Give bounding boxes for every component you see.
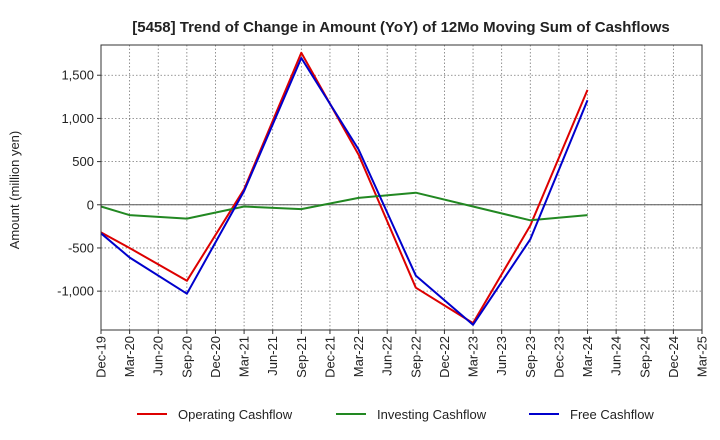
x-tick-label: Mar-22 [351, 336, 366, 377]
x-tick-label: Dec-21 [322, 336, 337, 378]
plot-frame [100, 44, 703, 331]
y-ticks: -1,000 -500 0 500 1,000 1,500 [57, 68, 101, 299]
x-tick-label: Sep-20 [179, 336, 194, 378]
free-cashflow-legend-label: Free Cashflow [570, 407, 654, 422]
y-tick-label: 500 [72, 154, 94, 169]
x-tick-label: Jun-22 [380, 336, 395, 376]
x-tick-label: Sep-21 [294, 336, 309, 378]
x-tick-label: Dec-22 [437, 336, 452, 378]
investing-cashflow-legend-label: Investing Cashflow [377, 407, 487, 422]
x-tick-label: Sep-24 [637, 336, 652, 378]
x-tick-label: Mar-24 [580, 336, 595, 377]
investing-cashflow-line [100, 191, 588, 222]
x-tick-label: Jun-23 [494, 336, 509, 376]
x-tick-label: Dec-20 [208, 336, 223, 378]
x-tick-label: Mar-23 [466, 336, 481, 377]
x-tick-label: Sep-22 [408, 336, 423, 378]
x-tick-label: Dec-23 [551, 336, 566, 378]
x-tick-label: Jun-24 [609, 336, 624, 376]
x-tick-label: Mar-20 [122, 336, 137, 377]
x-tick-label: Jun-21 [265, 336, 280, 376]
y-tick-label: -500 [68, 240, 94, 255]
legend: Operating Cashflow Investing Cashflow Free… [137, 407, 654, 422]
y-tick-label: -1,000 [57, 284, 94, 299]
y-tick-label: 1,500 [61, 68, 94, 83]
x-tick-label: Jun-20 [151, 336, 166, 376]
free-cashflow-line [100, 57, 589, 326]
x-tick-label: Mar-25 [695, 336, 710, 377]
series-lines [100, 51, 589, 326]
x-tick-label: Sep-23 [523, 336, 538, 378]
x-tick-label: Mar-21 [237, 336, 252, 377]
x-tick-label: Dec-24 [666, 336, 681, 378]
y-axis-label: Amount (million yen) [7, 131, 22, 250]
operating-cashflow-line [100, 51, 589, 325]
y-tick-label: 0 [87, 197, 94, 212]
chart-title: [5458] Trend of Change in Amount (YoY) o… [132, 19, 670, 36]
operating-cashflow-legend-label: Operating Cashflow [178, 407, 293, 422]
x-tick-label: Dec-19 [94, 336, 109, 378]
y-tick-label: 1,000 [61, 111, 94, 126]
x-ticks: Dec-19 Mar-20 Jun-20 Sep-20 Dec-20 Mar-21 Jun-… [94, 330, 710, 378]
